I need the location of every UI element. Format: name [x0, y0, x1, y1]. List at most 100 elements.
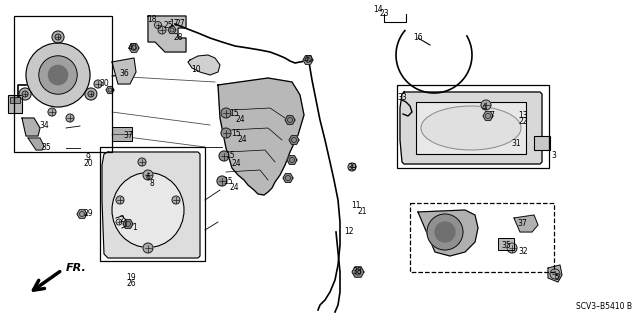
Circle shape	[85, 88, 97, 100]
Ellipse shape	[421, 106, 521, 150]
Text: 9: 9	[86, 152, 90, 161]
Circle shape	[217, 176, 227, 186]
Polygon shape	[22, 118, 40, 136]
Text: 25: 25	[163, 21, 173, 31]
Text: 37: 37	[517, 219, 527, 227]
Polygon shape	[123, 220, 133, 228]
Text: 17: 17	[169, 19, 179, 27]
Circle shape	[88, 91, 94, 97]
Circle shape	[435, 222, 455, 242]
Text: 4: 4	[481, 102, 486, 112]
Polygon shape	[400, 92, 542, 164]
Text: 3: 3	[552, 152, 556, 160]
Polygon shape	[483, 112, 493, 120]
Text: 22: 22	[518, 117, 528, 127]
Circle shape	[427, 214, 463, 250]
Text: 15: 15	[225, 152, 235, 160]
Circle shape	[138, 158, 146, 166]
Polygon shape	[28, 138, 44, 150]
Text: 37: 37	[123, 131, 133, 140]
Text: 18: 18	[147, 14, 157, 24]
Bar	[14, 16, 112, 152]
Circle shape	[507, 243, 517, 253]
Polygon shape	[106, 86, 114, 93]
Bar	[8, 95, 22, 113]
Circle shape	[221, 108, 231, 118]
Polygon shape	[514, 215, 538, 232]
Text: 29: 29	[83, 209, 93, 218]
Circle shape	[158, 26, 166, 34]
Text: 35: 35	[41, 144, 51, 152]
Circle shape	[26, 43, 90, 107]
Circle shape	[66, 114, 74, 122]
Text: 15: 15	[223, 176, 233, 186]
Circle shape	[154, 21, 161, 28]
Text: 24: 24	[229, 183, 239, 192]
Circle shape	[55, 34, 61, 40]
Text: FR.: FR.	[66, 263, 87, 273]
Text: 11: 11	[351, 201, 361, 210]
Polygon shape	[289, 136, 299, 144]
Bar	[112, 127, 132, 141]
Circle shape	[481, 100, 491, 110]
Circle shape	[94, 80, 102, 88]
Text: 36: 36	[119, 70, 129, 78]
Text: 1: 1	[132, 222, 138, 232]
Text: 20: 20	[83, 159, 93, 167]
Bar	[534, 136, 550, 150]
Polygon shape	[148, 16, 186, 52]
Text: 38: 38	[352, 268, 362, 277]
Text: 12: 12	[344, 227, 354, 236]
Polygon shape	[218, 78, 304, 195]
Polygon shape	[188, 55, 220, 75]
Polygon shape	[285, 116, 295, 124]
Bar	[416, 102, 526, 154]
Circle shape	[22, 91, 28, 97]
Bar	[10, 97, 20, 103]
Circle shape	[221, 128, 231, 138]
Circle shape	[52, 31, 64, 43]
Text: SCV3–B5410 B: SCV3–B5410 B	[576, 302, 632, 311]
Circle shape	[143, 243, 153, 253]
Text: 23: 23	[379, 10, 389, 19]
Polygon shape	[77, 210, 87, 218]
Text: 40: 40	[303, 56, 313, 64]
Circle shape	[39, 56, 77, 94]
Circle shape	[172, 196, 180, 204]
Text: 19: 19	[126, 272, 136, 281]
Text: 8: 8	[150, 179, 154, 188]
Text: 15: 15	[231, 129, 241, 137]
Circle shape	[550, 269, 560, 279]
Text: 13: 13	[518, 110, 528, 120]
Polygon shape	[287, 156, 297, 164]
Text: 10: 10	[191, 64, 201, 73]
Polygon shape	[283, 174, 293, 182]
Polygon shape	[418, 210, 478, 256]
Bar	[100, 147, 205, 261]
Text: 34: 34	[39, 122, 49, 130]
Polygon shape	[112, 58, 136, 84]
Ellipse shape	[112, 173, 184, 248]
Polygon shape	[352, 267, 364, 277]
Text: 15: 15	[229, 108, 239, 117]
Text: 14: 14	[373, 5, 383, 14]
Circle shape	[19, 88, 31, 100]
Bar	[410, 203, 554, 272]
Circle shape	[143, 170, 153, 180]
Polygon shape	[548, 265, 562, 282]
Text: 2: 2	[120, 214, 124, 224]
Text: 24: 24	[231, 159, 241, 167]
Circle shape	[219, 151, 229, 161]
Text: 33: 33	[397, 93, 407, 102]
Bar	[498, 238, 514, 250]
Text: 32: 32	[518, 247, 528, 256]
Text: 5: 5	[555, 273, 559, 283]
Bar	[397, 85, 549, 168]
Text: 26: 26	[126, 279, 136, 288]
Text: 35: 35	[501, 241, 511, 250]
Text: 40: 40	[127, 43, 137, 53]
Circle shape	[48, 108, 56, 116]
Text: 30: 30	[99, 79, 109, 88]
Circle shape	[49, 65, 68, 85]
Polygon shape	[303, 56, 313, 64]
